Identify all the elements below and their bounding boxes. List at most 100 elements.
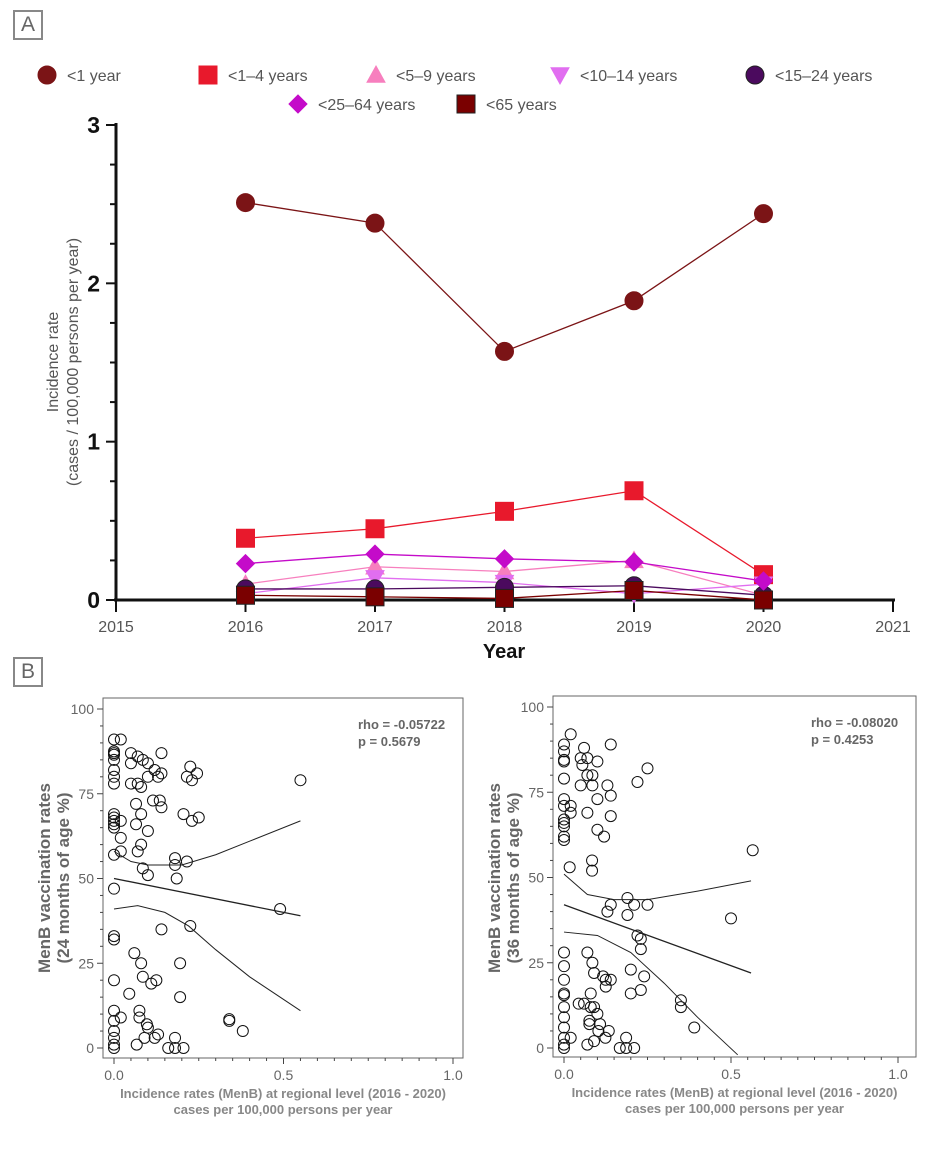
data-point xyxy=(365,587,385,607)
scatter-point xyxy=(588,966,601,979)
scatter-point xyxy=(620,1031,633,1044)
scatter-point xyxy=(604,810,617,823)
scatter-point xyxy=(108,1031,120,1044)
scatter-point xyxy=(124,747,137,760)
scatter-point xyxy=(634,932,647,945)
scatter-point xyxy=(558,1031,570,1044)
scatter-point xyxy=(184,760,197,773)
data-point xyxy=(753,571,774,591)
scatter-point xyxy=(599,973,612,986)
scatter-point xyxy=(621,891,634,904)
scatter-point xyxy=(133,1011,146,1024)
correlation-annotation: rho = -0.08020 xyxy=(811,715,898,730)
scatter-point xyxy=(558,753,570,766)
scatter-point xyxy=(141,869,154,882)
scatter-point xyxy=(558,1021,570,1034)
y-tick-label: 100 xyxy=(71,701,95,717)
y-tick-label: 75 xyxy=(78,786,94,802)
scatter-point xyxy=(601,779,614,792)
scatter-point xyxy=(628,1042,641,1054)
scatter-point xyxy=(148,764,161,777)
scatter-point xyxy=(564,799,577,812)
scatter-point xyxy=(108,933,120,946)
scatter-point xyxy=(558,989,570,1002)
scatter-point xyxy=(174,991,187,1004)
scatter-point xyxy=(599,1031,612,1044)
scatter-point xyxy=(591,755,604,768)
scatter-point xyxy=(169,1042,182,1054)
scatter-point xyxy=(108,753,120,766)
x-axis-title: cases per 100,000 persons per year xyxy=(174,1102,393,1117)
scatter-point xyxy=(141,825,154,838)
y-tick-label: 75 xyxy=(528,784,544,800)
scatter-point xyxy=(155,767,168,780)
confidence-band-lower xyxy=(113,905,301,1012)
scatter-point xyxy=(108,821,120,834)
scatter-point xyxy=(624,987,637,1000)
correlation-annotation: rho = -0.05722 xyxy=(358,717,445,732)
scatter-point xyxy=(634,984,647,997)
scatter-point xyxy=(558,745,570,758)
scatter-point xyxy=(581,769,594,782)
scatter-point xyxy=(141,770,154,783)
x-tick-label: 2017 xyxy=(357,619,393,636)
scatter-point xyxy=(114,1011,127,1024)
data-point xyxy=(495,588,514,608)
scatter-point xyxy=(574,779,587,792)
y-tick-label: 50 xyxy=(528,870,544,886)
legend-marker xyxy=(37,65,57,85)
confidence-band-upper xyxy=(113,820,301,866)
scatter-point xyxy=(135,808,148,821)
x-axis-title: cases per 100,000 persons per year xyxy=(625,1101,844,1116)
y-tick-label: 1 xyxy=(87,429,100,455)
scatter-point xyxy=(592,1024,605,1037)
scatter-point xyxy=(558,793,570,806)
x-axis-title: Incidence rates (MenB) at regional level… xyxy=(120,1086,446,1101)
scatter-point xyxy=(108,777,120,790)
series-line-0 xyxy=(245,201,764,353)
scatter-point xyxy=(180,855,193,868)
scatter-point xyxy=(133,1004,146,1017)
legend-marker xyxy=(366,64,386,83)
scatter-point xyxy=(591,823,604,836)
scatter-point xyxy=(130,797,143,810)
scatter-point xyxy=(594,1018,607,1031)
scatter-point xyxy=(169,1031,182,1044)
scatter-point xyxy=(725,912,737,925)
confidence-band-upper xyxy=(563,873,752,901)
scatter-point xyxy=(558,813,570,826)
scatter-point xyxy=(602,1024,615,1037)
scatter-point xyxy=(108,882,120,895)
scatter-point xyxy=(576,758,589,771)
scatter-point xyxy=(558,973,570,986)
scatter-point xyxy=(588,1035,601,1048)
scatter-point xyxy=(145,977,158,990)
x-tick-label: 0.0 xyxy=(554,1066,574,1082)
scatter-point xyxy=(558,816,570,829)
scatter-point xyxy=(114,831,127,844)
scatter-point xyxy=(177,1042,190,1054)
legend-marker xyxy=(550,67,570,86)
scatter-point xyxy=(584,1001,597,1014)
scatter-point xyxy=(558,1042,570,1054)
scatter-point xyxy=(236,1025,249,1038)
scatter-point xyxy=(624,963,637,976)
y-tick-label: 50 xyxy=(78,871,94,887)
data-point xyxy=(624,552,644,572)
regression-line xyxy=(113,877,301,917)
data-point xyxy=(236,193,255,213)
scatter-point xyxy=(141,757,154,770)
scatter-point xyxy=(184,919,197,932)
legend-label: <10–14 years xyxy=(580,68,677,85)
scatter-point xyxy=(192,811,205,824)
data-point xyxy=(754,204,773,224)
scatter-point xyxy=(114,814,127,827)
scatter-point xyxy=(604,738,617,751)
scatter-point xyxy=(148,1031,161,1044)
scatter-point xyxy=(108,770,120,783)
y-tick-label: 0 xyxy=(86,1040,94,1056)
scatter-point xyxy=(152,770,165,783)
y-tick-label: 0 xyxy=(536,1040,544,1056)
scatter-point xyxy=(130,818,143,831)
scatter-point xyxy=(124,757,137,770)
